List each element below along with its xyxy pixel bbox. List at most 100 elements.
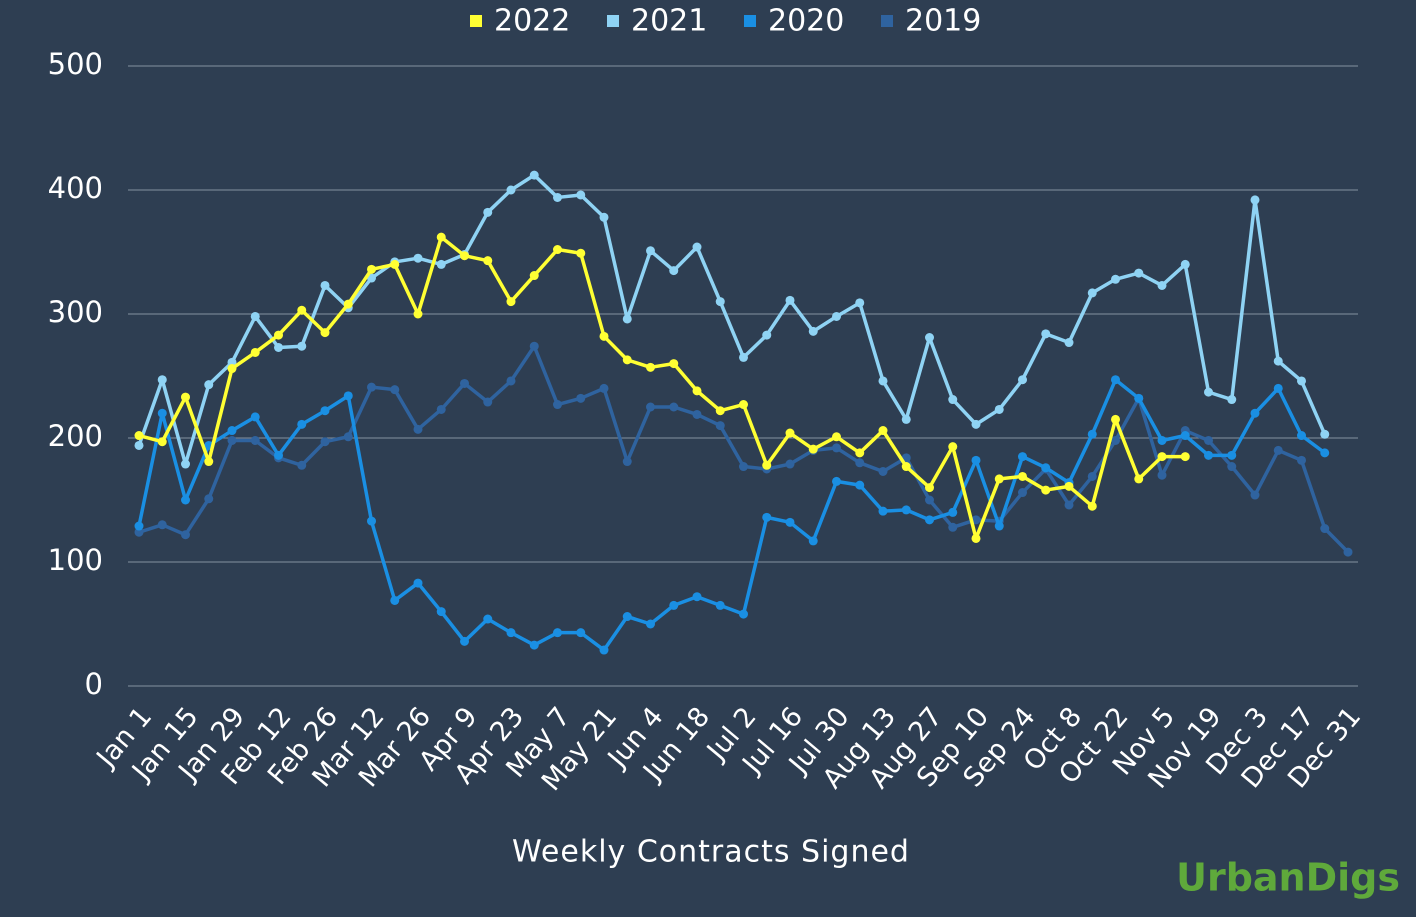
data-point [646,619,655,629]
legend-label: 2022 [494,4,570,39]
data-point [971,515,981,525]
data-point [1180,431,1190,441]
data-point [1273,356,1283,366]
data-point [901,414,911,424]
data-point [1087,471,1097,481]
data-point [715,297,725,307]
data-point [855,458,865,468]
data-point [134,431,144,441]
data-point [436,404,446,414]
data-point [320,328,330,338]
data-point [1041,329,1051,339]
data-point [320,406,330,416]
data-point [1227,395,1237,405]
data-point [204,380,214,390]
data-point [227,364,237,374]
data-point [506,628,516,638]
data-point [599,331,609,341]
data-point [622,612,632,622]
data-point [901,505,911,515]
data-point [669,402,679,412]
data-point [1273,445,1283,455]
data-point [1297,431,1306,441]
data-point [297,305,307,315]
data-point [157,437,167,447]
data-point [1018,471,1027,481]
y-tick-label: 500 [48,47,103,81]
data-point [320,437,330,447]
data-point [948,507,958,517]
data-point [832,476,841,486]
data-point [529,170,539,180]
data-point [692,242,702,252]
data-point [669,600,679,610]
data-point [250,311,260,321]
data-point [297,419,307,429]
data-point [506,185,516,195]
data-point [576,248,586,258]
data-point [529,341,539,351]
y-tick-label: 400 [48,171,103,205]
data-point [390,385,400,395]
data-point [692,592,702,602]
data-point [715,421,725,431]
data-point [413,424,423,434]
data-point [1111,375,1120,385]
data-point [297,460,307,470]
data-point [181,392,190,402]
data-point [669,359,679,369]
series-line [137,377,1326,652]
data-point [460,378,469,388]
data-point [204,457,214,467]
data-point [134,440,144,450]
data-point [878,466,888,476]
data-point [808,444,818,454]
data-point [715,600,725,610]
data-point [925,515,934,525]
data-point [971,455,981,465]
x-axis-label: Weekly Contracts Signed [512,835,910,870]
data-point [157,520,167,530]
data-point [692,386,702,396]
data-point [483,256,493,266]
data-point [832,311,841,321]
data-point [1250,195,1260,205]
data-point [436,607,446,617]
data-point [1018,488,1027,498]
data-point [646,362,655,372]
data-point [1180,452,1190,462]
data-point [599,383,609,393]
data-point [994,404,1004,414]
data-point [460,251,469,261]
data-point [878,426,888,436]
data-point [692,409,702,419]
legend-label: 2021 [631,4,707,39]
data-point [808,536,818,546]
data-point [832,443,841,453]
data-point [646,402,655,412]
data-point [204,494,214,504]
data-point [553,400,562,410]
data-point [994,474,1004,484]
data-point [1157,435,1167,445]
data-point [739,400,748,410]
data-point [1064,500,1074,510]
watermark: UrbanDigs [1176,856,1400,900]
data-point [762,330,772,340]
data-point [436,259,446,269]
y-tick-label: 200 [48,419,103,453]
data-point [1111,435,1120,445]
data-point [646,246,655,256]
data-point [250,412,260,422]
data-point [274,342,283,352]
data-point [925,333,934,343]
data-point [134,521,144,531]
data-point [553,192,562,202]
data-point [855,298,865,308]
data-point [1064,338,1074,348]
data-point [576,190,586,200]
data-point [1227,462,1237,472]
data-point [1273,383,1283,393]
data-point [622,314,632,324]
